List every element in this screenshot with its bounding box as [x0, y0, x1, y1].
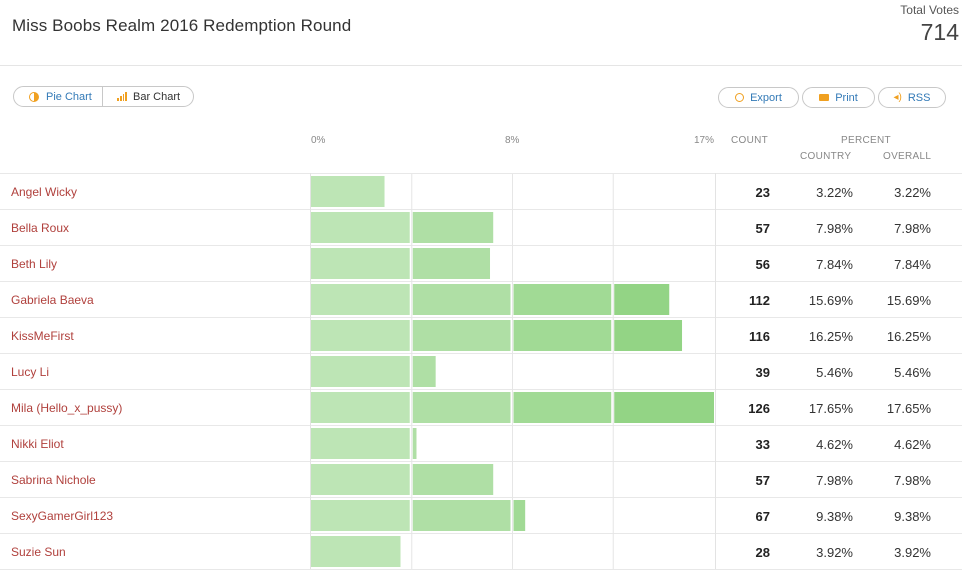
bar-chart-label: Bar Chart: [133, 90, 181, 103]
bar-chart-button[interactable]: Bar Chart: [103, 87, 180, 106]
percent-country: 7.98%: [816, 221, 853, 236]
print-button[interactable]: Print: [802, 87, 875, 108]
export-button[interactable]: Export: [718, 87, 799, 108]
percent-overall: 7.98%: [894, 221, 931, 236]
percent-country: 3.22%: [816, 185, 853, 200]
contestant-name[interactable]: Mila (Hello_x_pussy): [11, 401, 123, 415]
pie-chart-label: Pie Chart: [46, 90, 92, 103]
percent-overall: 5.46%: [894, 365, 931, 380]
contestant-name[interactable]: Suzie Sun: [11, 545, 66, 559]
contestant-name[interactable]: Angel Wicky: [11, 185, 78, 199]
axis-line: [310, 173, 311, 569]
pie-chart-button[interactable]: Pie Chart: [14, 87, 103, 106]
contestant-name[interactable]: Beth Lily: [11, 257, 58, 271]
vote-count: 116: [749, 329, 770, 344]
header-divider: [0, 65, 962, 66]
table-row: Angel Wicky 23 3.22% 3.22%: [0, 174, 962, 210]
percent-overall: 7.84%: [894, 257, 931, 272]
vote-count: 126: [748, 401, 770, 416]
table-row: Gabriela Baeva 112 15.69% 15.69%: [0, 282, 962, 318]
count-header: COUNT: [731, 135, 769, 146]
percent-country: 9.38%: [816, 509, 853, 524]
x-tick-1: 8%: [505, 135, 520, 146]
percent-overall: 16.25%: [886, 329, 931, 344]
vote-count: 57: [755, 221, 770, 236]
export-label: Export: [750, 91, 782, 104]
percent-country: 7.84%: [816, 257, 853, 272]
percent-country: 15.69%: [808, 293, 853, 308]
table-row: KissMeFirst 116 16.25% 16.25%: [0, 318, 962, 354]
printer-icon: [819, 94, 830, 101]
percent-country: 4.62%: [816, 437, 853, 452]
rss-button[interactable]: ◂) RSS: [878, 87, 946, 108]
contestant-name[interactable]: Nikki Eliot: [11, 437, 64, 451]
table-row: Beth Lily 56 7.84% 7.84%: [0, 246, 962, 282]
bar-area-right-edge: [715, 173, 716, 569]
table-row: Suzie Sun 28 3.92% 3.92%: [0, 534, 962, 570]
table-row: Bella Roux 57 7.98% 7.98%: [0, 210, 962, 246]
table-top-divider: [0, 173, 962, 174]
vote-count: 28: [755, 545, 770, 560]
country-header: COUNTRY: [800, 151, 852, 162]
vote-count: 67: [755, 509, 770, 524]
contestant-name[interactable]: Gabriela Baeva: [11, 293, 94, 307]
poll-title: Miss Boobs Realm 2016 Redemption Round: [12, 16, 352, 35]
table-row: Lucy Li 39 5.46% 5.46%: [0, 354, 962, 390]
bar-chart-icon: [117, 92, 127, 101]
table-row: SexyGamerGirl123 67 9.38% 9.38%: [0, 498, 962, 534]
percent-country: 7.98%: [816, 473, 853, 488]
x-tick-2: 17%: [694, 135, 715, 146]
table-row: Nikki Eliot 33 4.62% 4.62%: [0, 426, 962, 462]
chart-type-toggle: Pie Chart Bar Chart: [13, 86, 194, 107]
vote-count: 23: [755, 185, 770, 200]
vote-count: 57: [755, 473, 770, 488]
contestant-name[interactable]: Lucy Li: [11, 365, 50, 379]
vote-count: 112: [749, 293, 770, 308]
percent-overall: 15.69%: [886, 293, 931, 308]
export-icon: [735, 93, 745, 102]
percent-country: 5.46%: [816, 365, 853, 380]
rss-icon: ◂): [893, 92, 902, 103]
percent-overall: 3.22%: [894, 185, 931, 200]
percent-country: 16.25%: [808, 329, 853, 344]
vote-count: 39: [755, 365, 770, 380]
overall-header: OVERALL: [883, 151, 932, 162]
percent-header: PERCENT: [841, 135, 891, 146]
contestant-name[interactable]: Sabrina Nichole: [11, 473, 96, 487]
table-row: Sabrina Nichole 57 7.98% 7.98%: [0, 462, 962, 498]
percent-country: 17.65%: [808, 401, 853, 416]
vote-count: 56: [755, 257, 770, 272]
percent-overall: 4.62%: [894, 437, 931, 452]
total-votes: Total Votes 714: [900, 3, 959, 46]
percent-overall: 7.98%: [894, 473, 931, 488]
contestant-name[interactable]: SexyGamerGirl123: [11, 509, 114, 523]
rss-label: RSS: [907, 91, 931, 104]
total-votes-label: Total Votes: [900, 3, 959, 17]
percent-overall: 3.92%: [894, 545, 931, 560]
total-votes-value: 714: [920, 19, 959, 45]
contestant-name[interactable]: Bella Roux: [11, 221, 70, 235]
percent-overall: 17.65%: [886, 401, 931, 416]
contestant-name[interactable]: KissMeFirst: [11, 329, 74, 343]
vote-count: 33: [755, 437, 770, 452]
print-label: Print: [835, 91, 858, 104]
x-tick-0: 0%: [311, 135, 326, 146]
pie-chart-icon: [29, 91, 39, 102]
percent-country: 3.92%: [816, 545, 853, 560]
percent-overall: 9.38%: [894, 509, 931, 524]
table-row: Mila (Hello_x_pussy) 126 17.65% 17.65%: [0, 390, 962, 426]
